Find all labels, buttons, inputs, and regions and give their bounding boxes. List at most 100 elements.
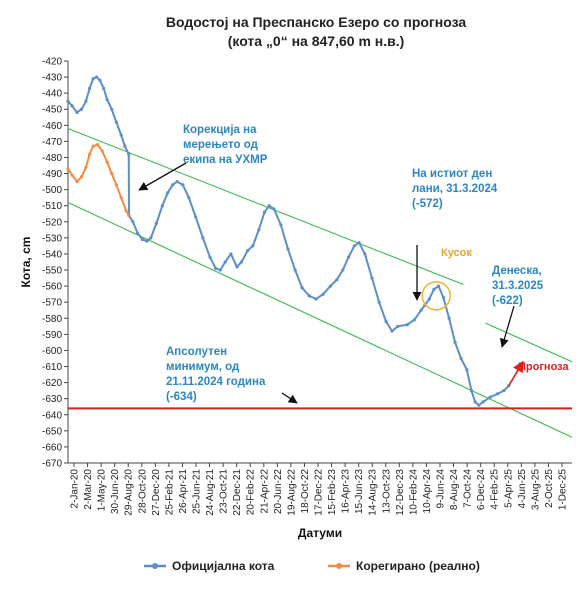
series-point-1 — [321, 292, 325, 296]
x-tick-label: 8-Aug-24 — [449, 469, 460, 511]
series-point-2 — [124, 208, 128, 213]
series-point-2 — [75, 180, 79, 184]
x-tick-label: 25-Feb-21 — [164, 469, 175, 516]
series-point-1 — [441, 295, 445, 299]
x-tick-label: 2-Oct-25 — [544, 469, 555, 508]
y-tick-label: -450 — [42, 105, 62, 116]
series-point-1 — [79, 107, 84, 111]
y-tick-label: -640 — [42, 410, 62, 421]
series-point-1 — [208, 255, 212, 259]
series-point-1 — [239, 260, 244, 264]
y-tick-label: -570 — [42, 298, 62, 309]
series-point-2 — [110, 171, 114, 176]
x-tick-label: 29-Aug-20 — [124, 469, 135, 516]
annotation-today-line: Денеска, — [492, 265, 542, 277]
y-tick-label: -660 — [42, 442, 62, 453]
series-point-1 — [357, 241, 361, 245]
series-point-1 — [145, 239, 149, 243]
series-point-1 — [363, 252, 367, 256]
series-point-1 — [272, 207, 276, 211]
annotation-deficit-line: Кусок — [441, 247, 472, 259]
series-point-2 — [66, 167, 70, 171]
series-point-1 — [396, 324, 400, 328]
series-point-1 — [160, 204, 164, 208]
y-tick-label: -500 — [42, 185, 62, 196]
series-point-1 — [70, 104, 74, 108]
series-point-1 — [377, 300, 381, 304]
series-point-1 — [328, 284, 332, 288]
annotation-minimum-line: 21.11.2024 година — [166, 376, 266, 388]
series-point-1 — [214, 266, 218, 271]
series-point-1 — [66, 99, 70, 103]
series-point-1 — [495, 392, 500, 396]
x-tick-label: 15-Feb-23 — [327, 469, 338, 516]
series-point-1 — [135, 231, 140, 235]
series-point-2 — [91, 144, 95, 148]
x-tick-label: 20-Feb-22 — [246, 469, 257, 516]
series-point-1 — [94, 75, 99, 79]
x-tick-label: 1-Dec-25 — [558, 469, 569, 511]
annotation-today-line: 31.3.2025 — [492, 280, 544, 292]
series-point-1 — [419, 308, 423, 312]
series-point-1 — [154, 221, 158, 226]
correction-arrow — [138, 162, 187, 191]
series-point-2 — [100, 149, 104, 153]
series-point-2 — [79, 175, 84, 179]
series-point-1 — [293, 268, 297, 272]
y-tick-label: -580 — [42, 314, 62, 325]
series-point-1 — [335, 278, 339, 282]
x-tick-label: 22-Dec-21 — [232, 469, 243, 516]
series-point-1 — [84, 99, 88, 103]
annotation-minimum-line: (-634) — [166, 391, 197, 403]
series-point-1 — [229, 252, 233, 256]
series-point-1 — [300, 286, 304, 290]
y-tick-label: -630 — [42, 394, 62, 405]
legend-label-2: Корегирано (реално) — [356, 559, 480, 573]
series-point-1 — [352, 244, 356, 248]
x-tick-label: 13-Oct-23 — [381, 469, 392, 514]
series-line-2 — [67, 143, 130, 216]
series-point-1 — [370, 276, 374, 280]
series-point-1 — [346, 255, 351, 259]
series-point-1 — [384, 319, 388, 324]
series-point-1 — [75, 110, 79, 115]
x-tick-label: 24-Aug-21 — [205, 469, 216, 516]
series-point-1 — [102, 86, 106, 90]
y-axis-title: Кота, cm — [19, 237, 33, 288]
series-point-2 — [127, 213, 131, 217]
series-point-1 — [469, 389, 474, 393]
series-point-1 — [166, 191, 170, 195]
x-tick-label: 21-Apr-22 — [259, 469, 270, 514]
x-tick-label: 3-Aug-25 — [530, 469, 541, 511]
series-point-1 — [314, 297, 318, 301]
series-point-1 — [98, 78, 102, 82]
series-point-1 — [175, 180, 179, 184]
x-tick-label: 1-May-20 — [97, 469, 108, 512]
series-point-1 — [412, 318, 416, 322]
x-tick-label: 27-Dec-20 — [151, 469, 162, 516]
trend-line-1 — [67, 128, 464, 286]
series-point-1 — [262, 210, 267, 214]
minimum-arrow — [281, 392, 298, 404]
series-point-1 — [140, 237, 144, 242]
series-point-1 — [187, 196, 191, 200]
series-point-1 — [477, 403, 481, 407]
x-tick-label: 6-Dec-24 — [476, 469, 487, 511]
x-tick-label: 4-Feb-25 — [490, 469, 501, 510]
series-point-2 — [119, 196, 123, 200]
x-tick-label: 16-Apr-23 — [341, 469, 352, 514]
y-tick-label: -670 — [42, 459, 62, 470]
chart-subtitle: (кота „0“ на 847,60 m н.в.) — [228, 33, 405, 49]
series-point-1 — [436, 284, 441, 288]
annotation-last-year-line: (-572) — [412, 198, 443, 210]
x-tick-label: 20-Jun-22 — [273, 469, 284, 514]
series-point-1 — [218, 268, 222, 272]
series-point-1 — [105, 97, 109, 102]
x-tick-label: 25-Jun-21 — [192, 469, 203, 514]
y-tick-label: -490 — [42, 169, 62, 180]
series-point-1 — [110, 107, 114, 111]
y-tick-label: -530 — [42, 233, 62, 244]
legend-label-1: Официјална кота — [172, 559, 275, 573]
series-point-1 — [405, 323, 409, 327]
y-tick-label: -440 — [42, 89, 62, 100]
